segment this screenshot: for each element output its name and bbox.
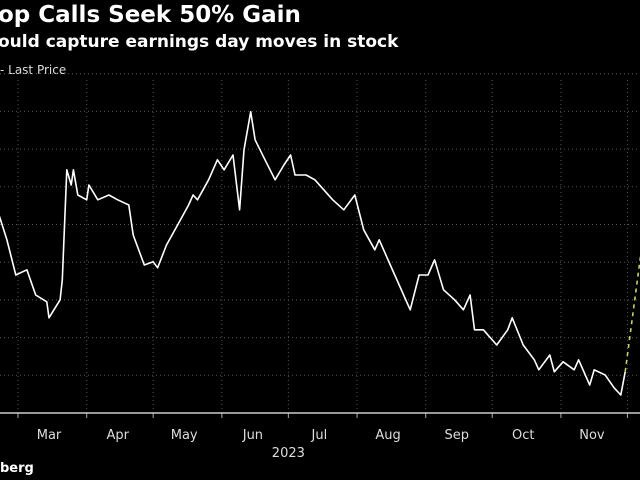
x-axis-label: 2023 (272, 446, 305, 461)
source-logo: berg (0, 461, 34, 476)
x-tick-label: Jul (311, 428, 328, 443)
x-tick-label: Jun (242, 428, 263, 443)
chart-title: op Calls Seek 50% Gain (0, 2, 301, 28)
x-tick-label: Nov (579, 428, 605, 443)
chart-subtitle: ould capture earnings day moves in stock (0, 32, 399, 52)
last-price-line (0, 111, 626, 396)
x-tick-label: Sep (445, 428, 470, 443)
x-tick-label: May (171, 428, 198, 443)
x-tick-label: Apr (106, 428, 129, 443)
x-tick-label: Oct (512, 428, 534, 443)
x-tick-label: Mar (37, 428, 62, 443)
x-tick-label: Aug (375, 428, 400, 443)
projection-line (624, 254, 640, 372)
